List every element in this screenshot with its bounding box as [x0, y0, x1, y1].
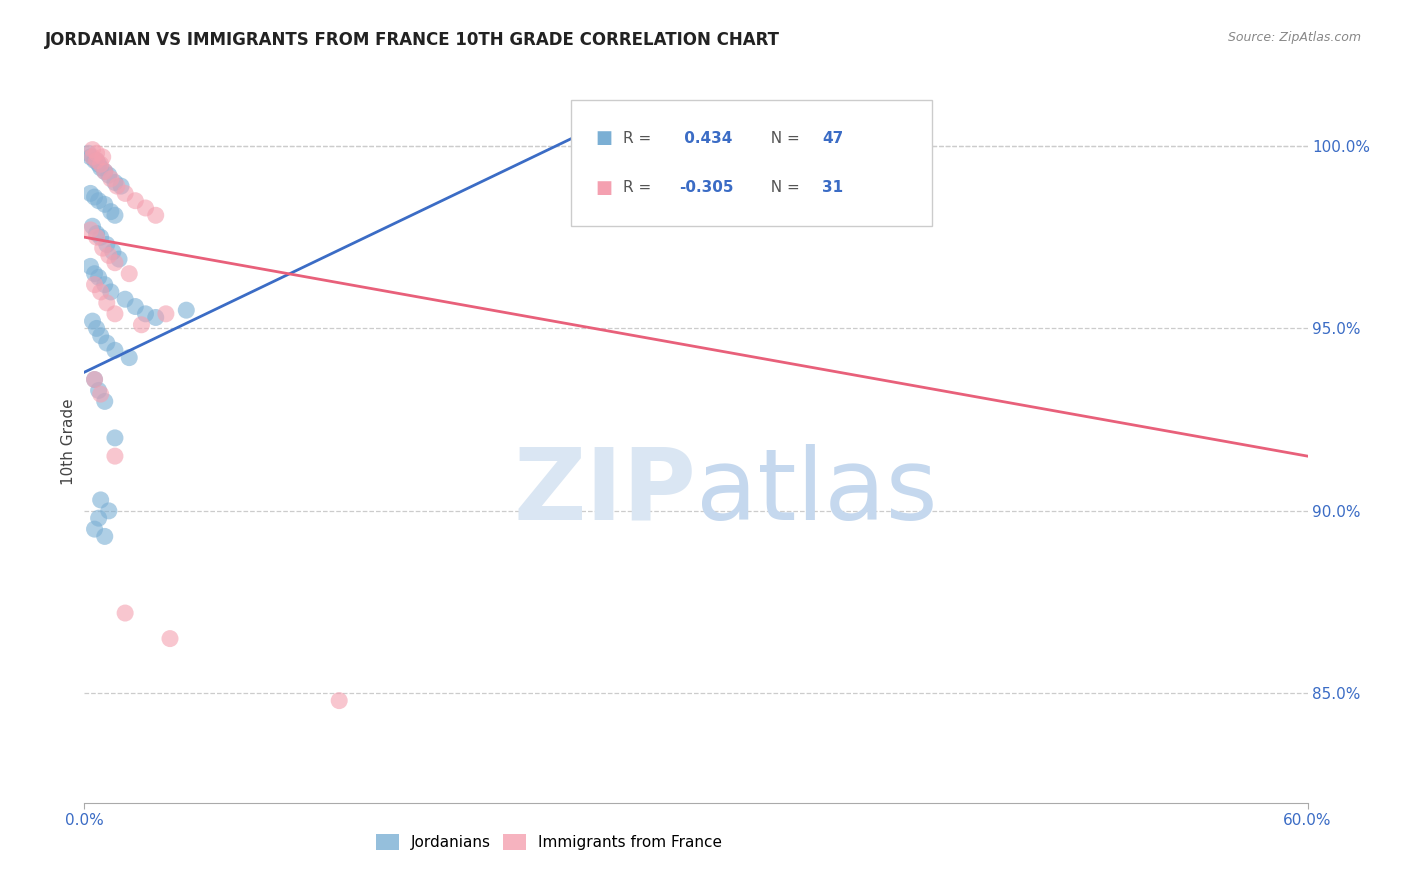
- Point: [83, 153, 105, 168]
- Point: [90, 285, 112, 299]
- Point: [96, 237, 118, 252]
- Point: [83, 277, 105, 292]
- Point: [97, 168, 120, 182]
- Point: [90, 161, 112, 175]
- Text: 47: 47: [823, 131, 844, 146]
- Point: [114, 606, 136, 620]
- Point: [83, 190, 105, 204]
- Point: [79, 186, 101, 201]
- Point: [77, 146, 100, 161]
- Point: [110, 179, 132, 194]
- Text: ZIP: ZIP: [513, 443, 696, 541]
- Point: [104, 256, 127, 270]
- Point: [86, 153, 108, 168]
- Point: [83, 372, 105, 386]
- Point: [90, 230, 112, 244]
- Point: [86, 146, 108, 161]
- Text: 0.434: 0.434: [679, 131, 733, 146]
- Y-axis label: 10th Grade: 10th Grade: [60, 398, 76, 485]
- Point: [93, 164, 115, 178]
- Point: [118, 267, 141, 281]
- Point: [101, 244, 124, 259]
- Text: N =: N =: [761, 131, 804, 146]
- Point: [87, 194, 110, 208]
- Legend: Jordanians, Immigrants from France: Jordanians, Immigrants from France: [370, 829, 728, 856]
- Point: [104, 176, 127, 190]
- Point: [93, 394, 115, 409]
- Point: [86, 227, 108, 241]
- Text: ■: ■: [596, 129, 613, 147]
- Text: N =: N =: [761, 180, 804, 195]
- Point: [145, 310, 167, 325]
- Point: [145, 208, 167, 222]
- Point: [328, 693, 350, 707]
- Text: Source: ZipAtlas.com: Source: ZipAtlas.com: [1227, 31, 1361, 45]
- Point: [155, 307, 177, 321]
- Point: [82, 314, 104, 328]
- Point: [159, 632, 181, 646]
- Point: [90, 387, 112, 401]
- Point: [83, 372, 105, 386]
- Text: R =: R =: [623, 180, 655, 195]
- Point: [86, 230, 108, 244]
- Point: [135, 201, 157, 215]
- Point: [104, 208, 127, 222]
- Point: [83, 267, 105, 281]
- Point: [104, 343, 127, 358]
- Point: [104, 449, 127, 463]
- Point: [100, 204, 122, 219]
- Point: [97, 504, 120, 518]
- Point: [124, 194, 146, 208]
- Point: [135, 307, 157, 321]
- Point: [124, 300, 146, 314]
- Point: [83, 522, 105, 536]
- Point: [93, 197, 115, 211]
- Point: [93, 529, 115, 543]
- Point: [82, 143, 104, 157]
- Point: [174, 303, 197, 318]
- Point: [105, 179, 128, 194]
- Text: atlas: atlas: [696, 443, 938, 541]
- Point: [79, 260, 101, 274]
- Text: -0.305: -0.305: [679, 180, 734, 195]
- Point: [90, 492, 112, 507]
- Point: [82, 150, 104, 164]
- Point: [108, 252, 131, 266]
- Point: [87, 384, 110, 398]
- Text: JORDANIAN VS IMMIGRANTS FROM FRANCE 10TH GRADE CORRELATION CHART: JORDANIAN VS IMMIGRANTS FROM FRANCE 10TH…: [45, 31, 780, 49]
- Point: [114, 292, 136, 306]
- Point: [87, 270, 110, 285]
- Point: [93, 164, 115, 178]
- FancyBboxPatch shape: [571, 100, 932, 227]
- Point: [97, 248, 120, 262]
- Point: [90, 328, 112, 343]
- Point: [86, 321, 108, 335]
- Text: 31: 31: [823, 180, 844, 195]
- Point: [91, 150, 114, 164]
- Point: [96, 296, 118, 310]
- Point: [104, 307, 127, 321]
- Point: [79, 150, 101, 164]
- Point: [96, 336, 118, 351]
- Point: [79, 223, 101, 237]
- Point: [100, 285, 122, 299]
- Point: [86, 153, 108, 168]
- Point: [87, 157, 110, 171]
- Point: [118, 351, 141, 365]
- Text: R =: R =: [623, 131, 655, 146]
- Point: [82, 219, 104, 234]
- Point: [91, 241, 114, 255]
- Point: [100, 171, 122, 186]
- Point: [131, 318, 153, 332]
- Point: [90, 157, 112, 171]
- Point: [114, 186, 136, 201]
- Point: [93, 277, 115, 292]
- Point: [104, 431, 127, 445]
- Point: [87, 511, 110, 525]
- Text: ■: ■: [596, 178, 613, 196]
